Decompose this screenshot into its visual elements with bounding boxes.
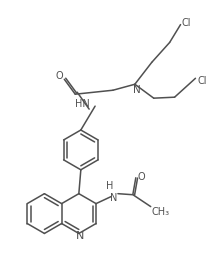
Text: Cl: Cl [198, 76, 207, 86]
Text: CH₃: CH₃ [152, 206, 170, 217]
Text: N: N [110, 193, 118, 203]
Text: N: N [76, 231, 84, 242]
Text: O: O [56, 71, 63, 81]
Text: O: O [138, 172, 146, 182]
Text: H: H [106, 181, 114, 191]
Text: HN: HN [75, 99, 90, 109]
Text: Cl: Cl [182, 18, 191, 28]
Text: N: N [133, 85, 141, 95]
